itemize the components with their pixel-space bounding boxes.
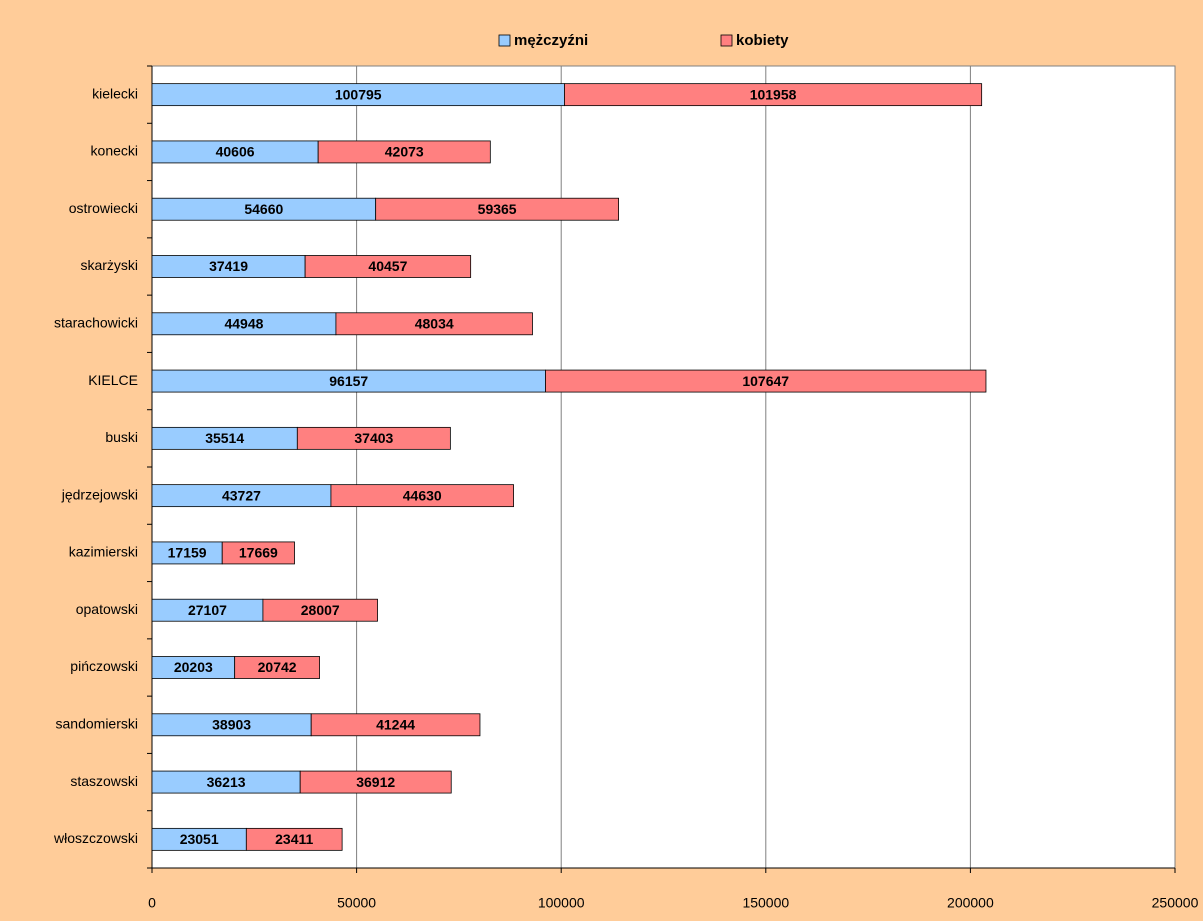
- data-label: 96157: [329, 373, 368, 389]
- data-label: 28007: [301, 602, 340, 618]
- data-label: 40457: [368, 258, 407, 274]
- data-label: 37403: [354, 430, 393, 446]
- data-label: 35514: [205, 430, 244, 446]
- bar-segment: [296, 426, 451, 450]
- data-label: 23411: [275, 831, 313, 847]
- plot-area: [151, 65, 1176, 869]
- x-tick-label: 100000: [538, 895, 585, 911]
- data-label: 38903: [212, 716, 251, 732]
- data-label: 36213: [207, 774, 246, 790]
- y-tick-label: konecki: [91, 143, 138, 159]
- y-tick-label: kazimierski: [69, 544, 138, 560]
- data-label: 59365: [478, 201, 517, 217]
- bar-segment: [221, 541, 295, 565]
- y-tick-label: sandomierski: [56, 715, 138, 731]
- bar-segment: [234, 656, 320, 679]
- bar-segment: [545, 369, 987, 393]
- bar-segment: [335, 312, 533, 336]
- data-label: 107647: [742, 373, 789, 389]
- data-label: 48034: [415, 315, 454, 331]
- data-label: 100795: [335, 86, 382, 102]
- y-tick-label: włoszczowski: [53, 830, 138, 846]
- legend-label: mężczyźni: [514, 32, 588, 49]
- y-tick-label: pińczowski: [70, 658, 138, 674]
- legend-label: kobiety: [736, 32, 789, 49]
- y-tick-label: KIELCE: [88, 372, 138, 388]
- bar-segment: [317, 140, 491, 164]
- x-tick-label: 250000: [1152, 895, 1199, 911]
- bar-segment: [245, 827, 343, 851]
- legend-swatch: [498, 34, 511, 47]
- data-label: 44630: [403, 487, 442, 503]
- data-label: 37419: [209, 258, 248, 274]
- legend-swatch: [720, 34, 733, 47]
- bar-segment: [262, 598, 378, 622]
- y-tick-label: starachowicki: [54, 314, 138, 330]
- y-tick-label: jędrzejowski: [61, 486, 138, 502]
- y-tick-label: skarżyski: [80, 257, 138, 273]
- bar-segment: [304, 255, 472, 278]
- y-tick-label: kielecki: [92, 85, 138, 101]
- bar-segment: [375, 197, 619, 221]
- x-tick-label: 0: [148, 895, 156, 911]
- data-label: 41244: [376, 716, 415, 732]
- data-label: 17159: [168, 545, 207, 561]
- data-label: 42073: [385, 144, 424, 160]
- data-label: 54660: [244, 201, 283, 217]
- y-tick-label: opatowski: [76, 601, 138, 617]
- bar-segment: [310, 713, 481, 737]
- data-label: 101958: [750, 86, 797, 102]
- data-label: 23051: [180, 831, 219, 847]
- data-label: 20742: [258, 659, 297, 675]
- x-tick-label: 150000: [742, 895, 789, 911]
- bar-segment: [299, 770, 452, 794]
- data-label: 44948: [224, 315, 263, 331]
- y-tick-label: buski: [105, 429, 138, 445]
- data-label: 43727: [222, 487, 261, 503]
- x-tick-label: 50000: [337, 895, 376, 911]
- bar-segment: [330, 484, 514, 508]
- y-tick-label: ostrowiecki: [69, 200, 138, 216]
- data-label: 17669: [239, 545, 278, 561]
- bar-segment: [564, 83, 983, 107]
- data-label: 27107: [188, 602, 227, 618]
- data-label: 40606: [216, 144, 255, 160]
- data-label: 36912: [356, 774, 395, 790]
- data-label: 20203: [174, 659, 213, 675]
- y-tick-label: staszowski: [70, 773, 138, 789]
- x-tick-label: 200000: [947, 895, 994, 911]
